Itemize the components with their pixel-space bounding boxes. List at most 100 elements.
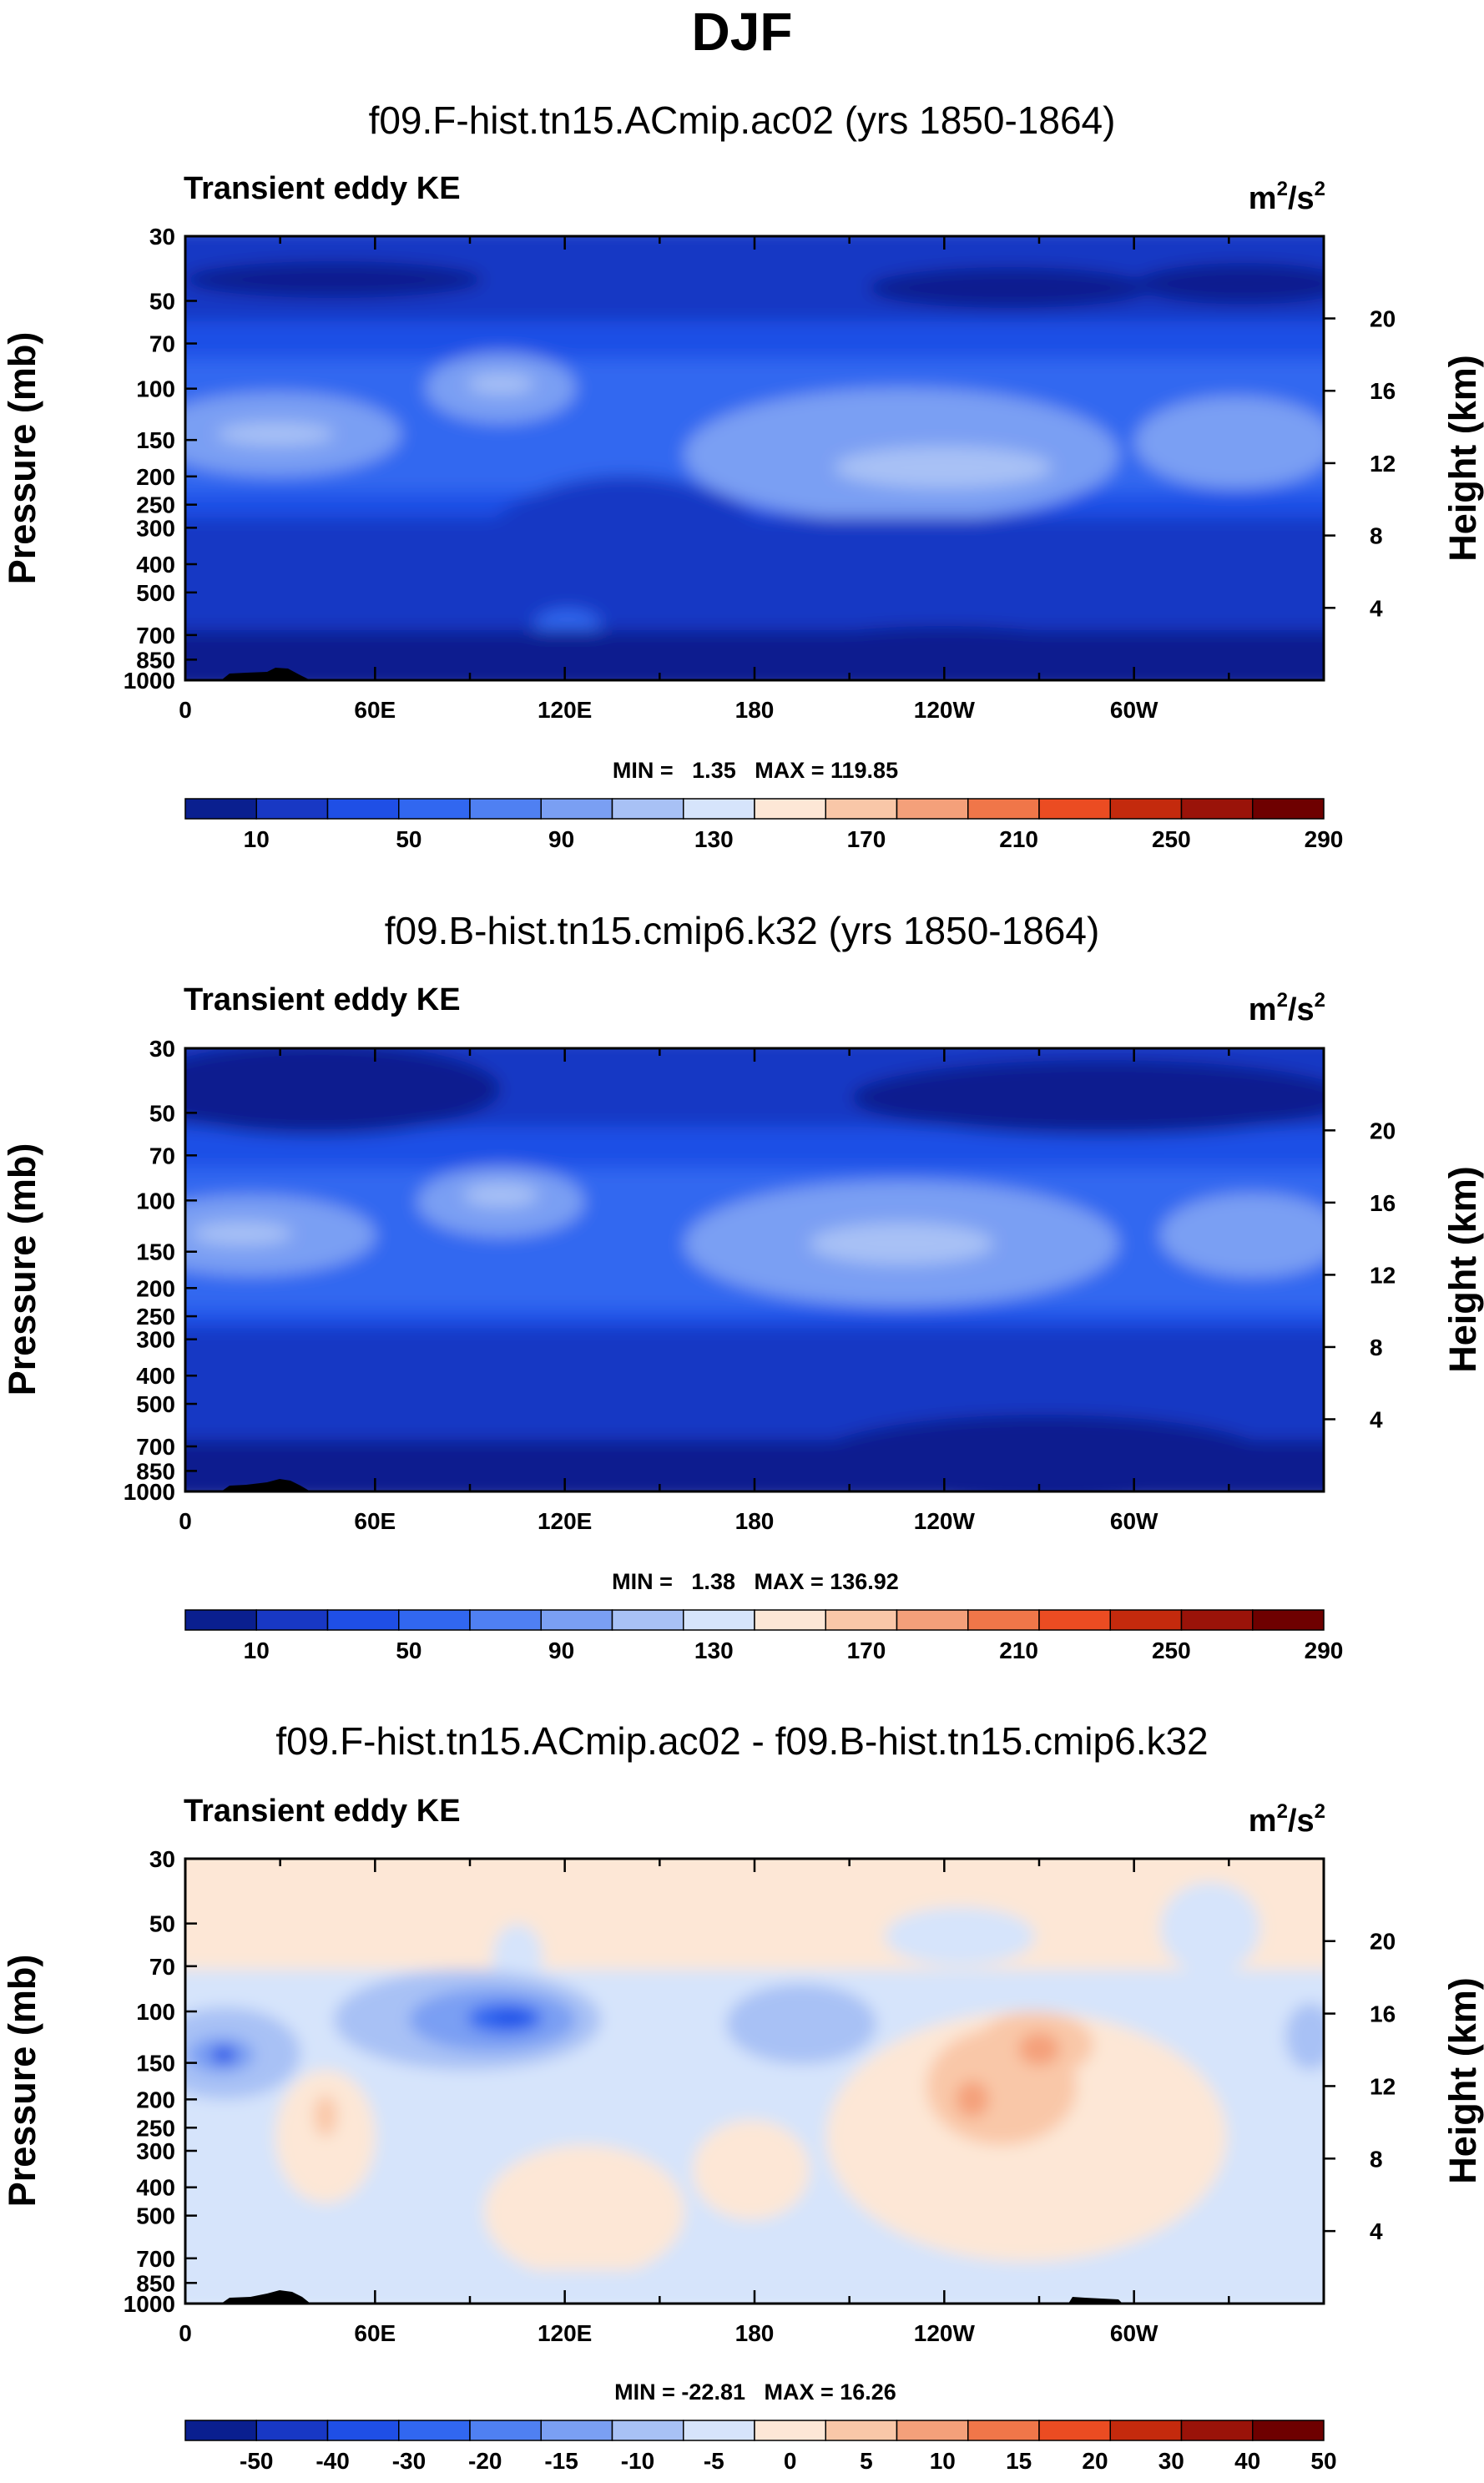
panel-3-ytick-label: 200 (136, 2087, 175, 2112)
panel-1-xtick-label: 120E (538, 697, 592, 723)
panel-3-colorbar-label: -30 (392, 2448, 426, 2474)
panel-1-ytick-label: 850 (136, 647, 175, 673)
panel-2-colorbar-label: 90 (548, 1638, 574, 1663)
panel-1-colorbar-box (184, 798, 257, 820)
panel-1-ytick-right-label: 4 (1370, 595, 1383, 621)
panel-2-chart: Transient eddy KE m2/s2 0 60E 120E 180 120W 6… (1, 982, 1484, 1663)
panel-3-title: f09.F-hist.tn15.ACmip.ac02 - f09.B-hist.… (275, 1719, 1209, 1763)
panel-1-ytick-label: 250 (136, 492, 175, 518)
panel-1-xtick-label: 0 (179, 697, 192, 723)
panel-3-colorbar-box (326, 2420, 400, 2441)
panel-3-xtick-label: 180 (735, 2320, 775, 2346)
panel-3-colorbar-label: -40 (315, 2448, 349, 2474)
panel-3-colorbar-label: 40 (1234, 2448, 1260, 2474)
panel-3-field (185, 1859, 1324, 2304)
panel-3-colorbar-box (1038, 2420, 1111, 2441)
panel-2-ytick-label: 30 (149, 1036, 175, 1062)
panel-3-ytick-label: 300 (136, 2138, 175, 2164)
panel-2-xtick-label: 60W (1110, 1508, 1158, 1534)
panel-3-ytick-right-label: 12 (1370, 2073, 1396, 2099)
panel-1-ytick-right-label: 8 (1370, 523, 1383, 549)
panel-1-colorbar-box (967, 798, 1040, 820)
panel-3-pos-3 (693, 2120, 810, 2220)
panel-1-plot-area (185, 236, 1324, 680)
panel-3-ytick-label: 850 (136, 2270, 175, 2296)
panel-3-colorbar-box (967, 2420, 1040, 2441)
panel-2-colorbar-box (1038, 1609, 1111, 1631)
panel-3-ytick-label: 70 (149, 1954, 175, 1980)
panel-2-ytick-label: 100 (136, 1188, 175, 1214)
panel-2-ytick-label: 700 (136, 1434, 175, 1460)
panel-2-title: f09.B-hist.tn15.cmip6.k32 (yrs 1850-1864… (384, 909, 1100, 952)
panel-1-colorbar: 10 50 90 130 170 210 250 290 (184, 798, 1343, 852)
panel-3-ytick-label: 1000 (124, 2291, 175, 2317)
panel-2-ytick-right-label: 12 (1370, 1262, 1396, 1288)
panel-3-upper (185, 1859, 1324, 1970)
panel-3-label: Transient eddy KE (184, 1794, 461, 1829)
panel-2-ytick-label: 500 (136, 1391, 175, 1417)
panel-3-colorbar-box (1252, 2420, 1325, 2441)
panel-2-ytick-right-label: 8 (1370, 1335, 1383, 1360)
panel-1-colorbar-label: 90 (548, 826, 574, 852)
panel-1-strat-min-3 (1135, 263, 1324, 305)
panel-2-units: m2/s2 (1249, 989, 1325, 1027)
panel-3-colorbar-label: -50 (240, 2448, 273, 2474)
panel-3-colorbar-box (683, 2420, 755, 2441)
panel-2-colorbar-box (255, 1609, 329, 1631)
panel-3-ytick-label: 150 (136, 2051, 175, 2077)
panel-3-ytick-label: 700 (136, 2246, 175, 2272)
panel-3-upper-neg-2 (885, 1907, 1035, 1966)
panel-1-jet-w-core (217, 422, 334, 446)
panel-3-ytick-right-label: 16 (1370, 2001, 1396, 2027)
panel-3-colorbar-box (398, 2420, 471, 2441)
panel-3-xtick-label: 120E (538, 2320, 592, 2346)
panel-3-colorbar-box (611, 2420, 684, 2441)
panel-2-colorbar-label: 250 (1152, 1638, 1191, 1663)
panel-2-colorbar-label: 130 (694, 1638, 734, 1663)
panel-3-colorbar-label: 10 (930, 2448, 956, 2474)
panel-2-xtick-label: 60E (354, 1508, 396, 1534)
panel-2-colorbar-box (469, 1609, 542, 1631)
panel-1-ytick-label: 400 (136, 552, 175, 578)
panel-1-orography (221, 668, 310, 680)
panel-2-colorbar-label: 210 (999, 1638, 1038, 1663)
panel-1-jet-far-e (1135, 396, 1324, 488)
panel-2-jet-e-core (810, 1223, 993, 1264)
panel-1-colorbar-label: 130 (694, 826, 734, 852)
panel-3-upper-neg-3 (1160, 1882, 1260, 1974)
panel-3-pos-2 (484, 2145, 684, 2279)
panel-3-colorbar-label: 0 (784, 2448, 797, 2474)
panel-3-colorbar-label: 15 (1006, 2448, 1032, 2474)
panel-3-colorbar-label: -10 (621, 2448, 654, 2474)
panel-1-colorbar-box (255, 798, 329, 820)
panel-3-colorbar-box (184, 2420, 257, 2441)
panel-3-ytick-right-label: 4 (1370, 2218, 1383, 2244)
panel-2-ytick-right-label: 20 (1370, 1118, 1396, 1143)
panel-3-neg-e (726, 1984, 876, 2064)
panel-3-colorbar-box (540, 2420, 613, 2441)
panel-2-ytick-label: 50 (149, 1100, 175, 1126)
panel-3-pos-1-core (314, 2095, 337, 2137)
panel-2-colorbar-box (754, 1609, 826, 1631)
panel-1-xtick-label: 60E (354, 697, 396, 723)
panel-2-colorbar-label: 50 (396, 1638, 421, 1663)
panel-1-colorbar-box (1109, 798, 1183, 820)
panel-2-strat-min-2 (851, 1060, 1324, 1135)
panel-2-ytick-label: 300 (136, 1327, 175, 1353)
panel-1-colorbar-label: 170 (847, 826, 886, 852)
panel-1-xtick-label: 120W (914, 697, 976, 723)
panel-1-ytick-label: 50 (149, 289, 175, 315)
panel-1-colorbar-box (683, 798, 755, 820)
panel-1-ytick-label: 500 (136, 580, 175, 606)
panel-1-colorbar-box (896, 798, 969, 820)
panel-1-ytick-label: 300 (136, 515, 175, 541)
panel-3-colorbar-label: -5 (704, 2448, 724, 2474)
panel-2-colorbar: 10 50 90 130 170 210 250 290 (184, 1609, 1343, 1663)
panel-2-xtick-label: 120W (914, 1508, 976, 1534)
panel-3-colorbar-label: 5 (860, 2448, 873, 2474)
panel-3-ytick-label: 30 (149, 1846, 175, 1872)
panel-3-xtick-label: 60W (1110, 2320, 1158, 2346)
